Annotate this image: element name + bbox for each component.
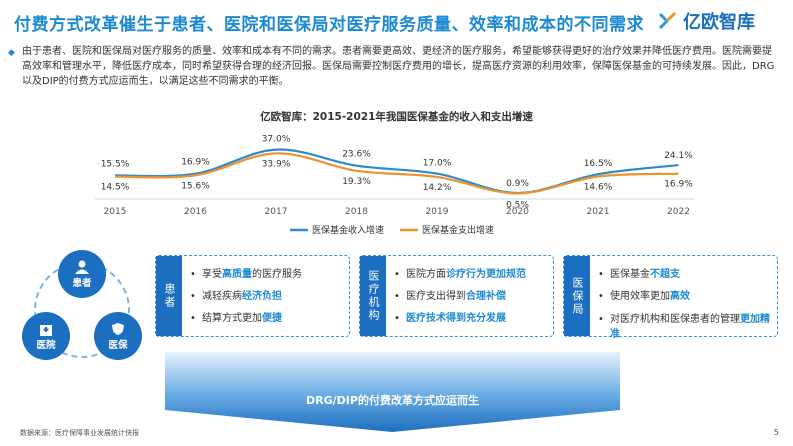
page-title: 付费方式改革催生于患者、医院和医保局对医疗服务质量、效率和成本的不同需求 xyxy=(14,15,644,35)
x-tick-label: 2022 xyxy=(667,207,690,217)
intro-text: 由于患者、医院和医保局对医疗服务的质量、效率和成本有不同的需求。患者需要更高效、… xyxy=(22,46,775,87)
data-label: 24.1% xyxy=(664,151,693,161)
insurance-box-head: 医保局 xyxy=(564,256,590,336)
data-source: 数据来源：医疗保障事业发展统计快报 xyxy=(20,429,139,437)
data-label: 16.5% xyxy=(584,159,613,169)
insurance-needs-box: 医保局 医保基金不超支 使用效率更加高效 对医疗机构和医保患者的管理更加精准 xyxy=(563,255,778,340)
data-label: 19.3% xyxy=(342,177,371,187)
list-item: 医保基金不超支 xyxy=(598,264,773,286)
page-number: 5 xyxy=(773,428,779,437)
data-label: 14.5% xyxy=(101,183,130,193)
hospital-box-head: 医疗机构 xyxy=(360,256,386,336)
hospital-icon xyxy=(40,324,52,336)
data-label: 14.6% xyxy=(584,182,613,192)
hospital-needs-box: 医疗机构 医院方面诊疗行为更加规范 医疗支出得到合理补偿 医疗技术得到充分发展 xyxy=(359,255,554,337)
data-label: 17.0% xyxy=(423,159,452,169)
insurance-needs-list: 医保基金不超支 使用效率更加高效 对医疗机构和医保患者的管理更加精准 xyxy=(598,264,773,342)
list-item: 医疗支出得到合理补偿 xyxy=(394,286,549,308)
hospital-node: 医院 xyxy=(22,312,70,360)
x-tick-label: 2021 xyxy=(587,207,610,217)
list-item: 结算方式更加便捷 xyxy=(190,308,345,330)
x-tick-label: 2020 xyxy=(506,207,529,217)
x-tick-label: 2019 xyxy=(426,207,449,217)
list-item: 医疗技术得到充分发展 xyxy=(394,308,549,330)
x-tick-label: 2015 xyxy=(104,207,127,217)
series-line-0 xyxy=(114,148,679,195)
data-label: 37.0% xyxy=(262,135,291,145)
brand-name: 亿欧智库 xyxy=(683,12,755,33)
brand-logo-icon xyxy=(658,11,677,30)
hospital-needs-list: 医院方面诊疗行为更加规范 医疗支出得到合理补偿 医疗技术得到充分发展 xyxy=(394,264,549,330)
series-line-1 xyxy=(114,152,679,195)
list-item: 减轻疾病经济负担 xyxy=(190,286,345,308)
person-icon xyxy=(75,260,89,274)
growth-line-chart: 2015 2016 2017 2018 2019 2020 2021 2022 15.5% 16.… xyxy=(95,135,695,236)
insurance-node: 医保 xyxy=(94,312,142,360)
patient-needs-box: 患者 享受高质量的医疗服务 减轻疾病经济负担 结算方式更加便捷 xyxy=(155,255,350,337)
x-tick-label: 2016 xyxy=(184,207,207,217)
patient-node-label: 患者 xyxy=(72,277,92,289)
list-item: 使用效率更加高效 xyxy=(598,286,773,308)
legend-label: 医保基金收入增速 xyxy=(312,224,384,236)
patient-needs-list: 享受高质量的医疗服务 减轻疾病经济负担 结算方式更加便捷 xyxy=(190,264,345,330)
down-arrow-shape xyxy=(165,352,620,432)
data-label: 16.9% xyxy=(181,158,210,168)
list-item: 医院方面诊疗行为更加规范 xyxy=(394,264,549,286)
stakeholder-circle: 患者 医院 医保 xyxy=(22,250,142,370)
conclusion-text: DRG/DIP的付费改革方式应运而生 xyxy=(306,394,479,407)
chart-title: 亿欧智库：2015-2021年我国医保基金的收入和支出增速 xyxy=(260,111,533,123)
hospital-node-label: 医院 xyxy=(36,339,56,351)
intro-paragraph: ◆ 由于患者、医院和医保局对医疗服务的质量、效率和成本有不同的需求。患者需要更高… xyxy=(8,44,777,89)
data-label: 16.9% xyxy=(664,180,693,190)
data-label: 0.9% xyxy=(506,179,529,189)
data-label: 23.6% xyxy=(342,150,371,160)
data-label: 0.5% xyxy=(506,200,529,210)
shield-icon xyxy=(112,322,124,335)
data-label: 33.9% xyxy=(262,159,291,169)
x-tick-label: 2017 xyxy=(265,207,288,217)
patient-box-head: 患者 xyxy=(156,256,182,336)
list-item: 享受高质量的医疗服务 xyxy=(190,264,345,286)
diamond-bullet-icon: ◆ xyxy=(8,48,15,58)
insurance-node-label: 医保 xyxy=(108,339,128,351)
list-item: 对医疗机构和医保患者的管理更加精准 xyxy=(598,312,773,342)
legend-label: 医保基金支出增速 xyxy=(422,224,494,236)
x-tick-label: 2018 xyxy=(345,207,368,217)
data-label: 15.5% xyxy=(101,159,130,169)
patient-node: 患者 xyxy=(58,250,106,298)
data-label: 14.2% xyxy=(423,183,452,193)
data-label: 15.6% xyxy=(181,181,210,191)
brand-logo: 亿欧智库 xyxy=(657,8,755,34)
